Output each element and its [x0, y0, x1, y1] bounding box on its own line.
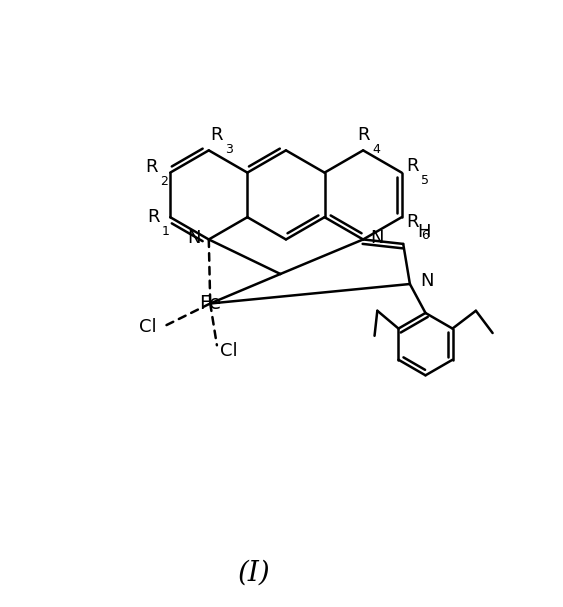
Text: Fe: Fe	[199, 294, 221, 313]
Text: 2: 2	[160, 175, 168, 188]
Text: 1: 1	[162, 225, 169, 238]
Text: R: R	[406, 212, 419, 231]
Text: 6: 6	[421, 229, 429, 242]
Text: R: R	[406, 157, 419, 175]
Text: R: R	[210, 126, 222, 144]
Text: R: R	[145, 158, 158, 176]
Text: Cl: Cl	[220, 342, 238, 360]
Text: N: N	[370, 229, 383, 247]
Text: R: R	[358, 126, 370, 144]
Text: R: R	[147, 208, 159, 226]
Text: N: N	[420, 272, 434, 290]
Text: (I): (I)	[237, 560, 270, 587]
Text: Cl: Cl	[138, 318, 156, 336]
Text: 3: 3	[225, 143, 233, 155]
Text: 4: 4	[373, 143, 381, 155]
Text: H: H	[417, 223, 431, 240]
Text: N: N	[187, 229, 201, 247]
Text: 5: 5	[421, 174, 429, 187]
